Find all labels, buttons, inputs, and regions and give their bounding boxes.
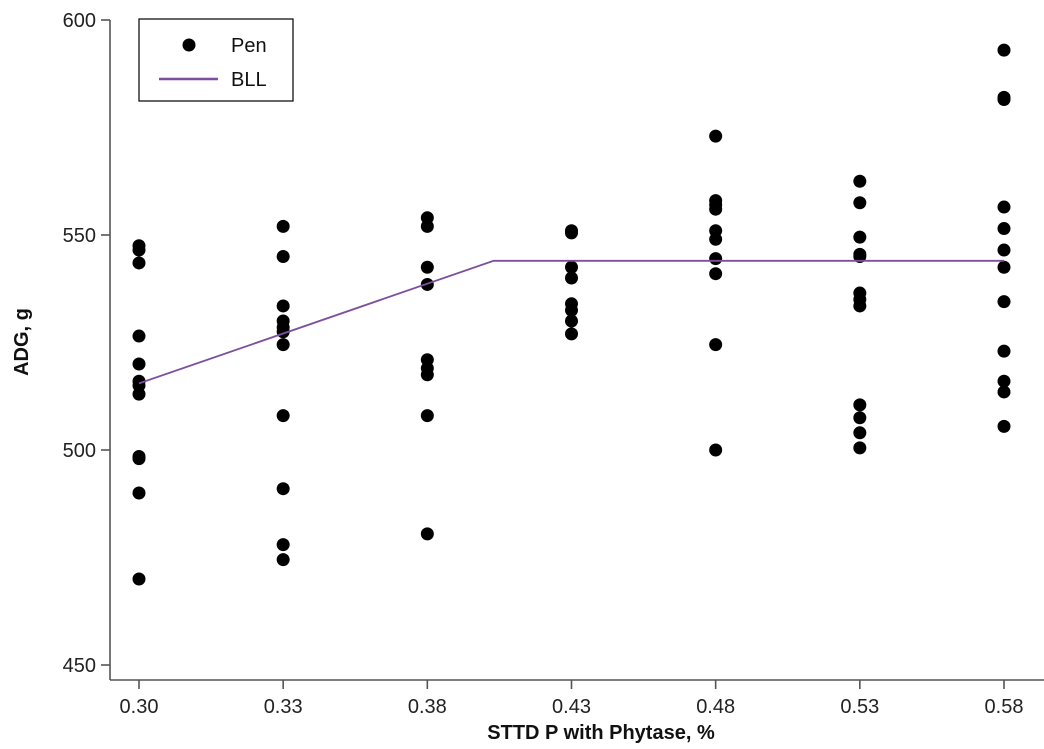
data-point-pen [565,303,578,317]
data-point-pen [276,219,290,233]
data-point-pen [997,200,1011,214]
y-axis-label: ADG, g [11,308,33,376]
data-point-pen [853,174,867,188]
x-tick-label: 0.30 [120,696,159,718]
data-point-pen [132,329,146,343]
y-tick-label: 600 [63,10,96,32]
data-point-pen [709,129,723,143]
data-point-pen [565,226,578,240]
data-point-pen [997,419,1011,433]
data-point-pen [276,299,290,313]
data-point-pen [276,409,290,423]
data-point-pen [132,256,146,270]
data-point-pen [997,344,1011,358]
x-tick-label: 0.53 [840,696,879,718]
x-axis-ticks: 0.30 0.33 0.38 0.43 0.48 0.53 0.58 [120,680,1024,718]
x-tick-label: 0.33 [264,696,303,718]
data-point-pen [709,232,723,246]
legend-label-pen: Pen [231,35,267,57]
data-point-pen [997,295,1011,309]
data-point-pen [997,93,1011,107]
data-point-pen [276,553,290,567]
data-point-pen [276,538,290,552]
x-tick-label: 0.38 [408,696,447,718]
data-point-pen [132,243,146,257]
data-point-pen [997,385,1011,399]
data-point-pen [132,357,146,371]
x-tick-label: 0.48 [696,696,735,718]
legend-box [138,18,294,102]
data-point-pen [853,196,867,210]
data-point-pen [420,527,434,541]
data-point-pen [132,387,146,401]
legend-label-bll: BLL [231,69,267,91]
data-point-pen [276,338,290,352]
data-point-pen [853,398,867,412]
x-axis-label: STTD P with Phytase, % [487,722,715,744]
data-point-pen [853,299,867,313]
data-point-pen [709,338,723,352]
data-point-pen [997,243,1011,257]
data-point-pen [420,409,434,423]
data-point-pen [276,250,290,263]
data-point-pen [853,230,867,244]
data-point-pen [853,250,867,263]
plot-area [132,43,1011,586]
data-point-pen [709,443,723,457]
data-point-pen [709,267,723,281]
y-axis-ticks: 450 500 550 600 [63,10,110,677]
data-point-pen [565,260,578,274]
data-point-pen [420,260,434,274]
data-point-pen [709,202,723,216]
x-tick-label: 0.58 [985,696,1024,718]
data-point-pen [997,222,1011,236]
data-point-pen [132,486,146,500]
data-point-pen [997,260,1011,274]
legend: Pen BLL [138,18,294,102]
data-point-pen [997,43,1011,57]
legend-marker-pen [182,38,196,52]
data-point-pen [565,327,578,341]
data-point-pen [853,411,867,425]
y-tick-label: 550 [63,225,96,247]
data-point-pen [565,271,578,285]
y-tick-label: 450 [63,655,96,677]
data-point-pen [420,219,434,233]
data-point-pen [853,426,867,440]
data-point-pen [132,452,146,466]
data-point-pen [420,368,434,382]
data-point-pen [853,441,867,455]
bll-line [138,259,1004,385]
data-point-pen [565,314,578,328]
data-point-pen [276,482,290,496]
y-tick-label: 500 [63,440,96,462]
x-tick-label: 0.43 [552,696,591,718]
data-point-pen [132,572,146,586]
data-point-pen [709,252,723,266]
data-point-pen [997,374,1011,388]
